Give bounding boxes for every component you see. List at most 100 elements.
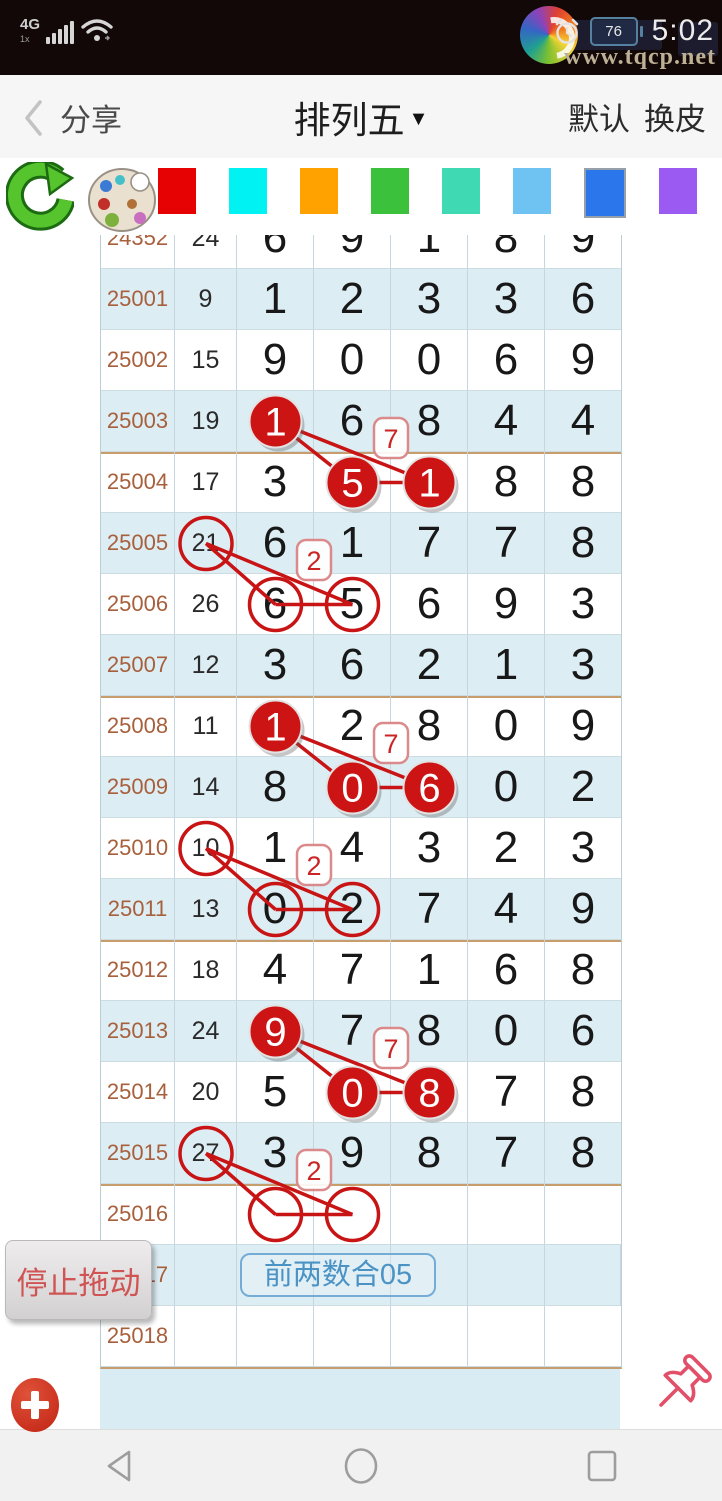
- period-cell[interactable]: 24352: [101, 235, 175, 268]
- period-cell[interactable]: 25003: [101, 391, 175, 451]
- digit-cell[interactable]: 1: [314, 513, 391, 573]
- digit-cell[interactable]: 2: [314, 879, 391, 939]
- color-swatch-blue[interactable]: [584, 168, 626, 218]
- digit-cell[interactable]: 7: [468, 513, 545, 573]
- digit-cell[interactable]: 0: [391, 330, 468, 390]
- digit-cell[interactable]: 1: [237, 818, 314, 878]
- digit-cell[interactable]: 8: [468, 452, 545, 512]
- sum-cell[interactable]: 19: [175, 391, 237, 451]
- digit-cell[interactable]: 2: [391, 635, 468, 695]
- title-dropdown[interactable]: 排列五 ▼: [0, 75, 722, 158]
- color-swatch-purple[interactable]: [659, 168, 697, 214]
- digit-cell[interactable]: 3: [237, 1123, 314, 1183]
- sum-cell[interactable]: 27: [175, 1123, 237, 1183]
- digit-cell[interactable]: 1: [237, 391, 314, 451]
- period-cell[interactable]: 25007: [101, 635, 175, 695]
- digit-cell[interactable]: 6: [314, 635, 391, 695]
- digit-cell[interactable]: 7: [391, 513, 468, 573]
- digit-cell[interactable]: 1: [391, 940, 468, 1000]
- color-swatch-cyan[interactable]: [229, 168, 267, 214]
- digit-cell[interactable]: [545, 1184, 621, 1244]
- digit-cell[interactable]: [545, 1306, 621, 1366]
- digit-cell[interactable]: 1: [391, 452, 468, 512]
- digit-cell[interactable]: 2: [468, 818, 545, 878]
- digit-cell[interactable]: 0: [468, 696, 545, 756]
- digit-cell[interactable]: 6: [468, 330, 545, 390]
- period-cell[interactable]: 25011: [101, 879, 175, 939]
- period-cell[interactable]: 25008: [101, 696, 175, 756]
- sum-cell[interactable]: [175, 1245, 237, 1305]
- digit-cell[interactable]: 2: [570, 762, 596, 811]
- color-swatch-teal[interactable]: [442, 168, 480, 214]
- digit-cell[interactable]: 8: [468, 235, 545, 268]
- digit-cell[interactable]: [391, 1184, 468, 1244]
- period-cell[interactable]: 25018: [101, 1306, 175, 1366]
- digit-cell[interactable]: 9: [468, 574, 545, 634]
- skin-change-button[interactable]: 换皮: [644, 102, 706, 137]
- sum-cell[interactable]: 11: [175, 696, 237, 756]
- digit-cell[interactable]: 6: [237, 574, 314, 634]
- stop-drag-button[interactable]: 停止拖动: [5, 1240, 152, 1320]
- digit-cell[interactable]: 8: [391, 696, 468, 756]
- digit-cell[interactable]: 8: [391, 1123, 468, 1183]
- digit-cell[interactable]: 4: [468, 391, 545, 451]
- digit-cell[interactable]: 9: [570, 235, 596, 262]
- digit-cell[interactable]: 5: [314, 574, 391, 634]
- sum-cell[interactable]: 20: [175, 1062, 237, 1122]
- digit-cell[interactable]: 6: [570, 1006, 596, 1055]
- digit-cell[interactable]: 3: [391, 269, 468, 329]
- digit-cell[interactable]: 3: [237, 452, 314, 512]
- digit-cell[interactable]: [314, 1306, 391, 1366]
- period-cell[interactable]: 25009: [101, 757, 175, 817]
- android-recents-button[interactable]: [481, 1447, 722, 1485]
- digit-cell[interactable]: 3: [391, 818, 468, 878]
- digit-cell[interactable]: 3: [570, 823, 596, 872]
- digit-cell[interactable]: 8: [391, 1062, 468, 1122]
- sum-cell[interactable]: 18: [175, 940, 237, 1000]
- note-label[interactable]: 前两数合05: [240, 1253, 436, 1297]
- digit-cell[interactable]: 8: [391, 1001, 468, 1061]
- pin-button[interactable]: [636, 1350, 720, 1443]
- sum-cell[interactable]: 13: [175, 879, 237, 939]
- digit-cell[interactable]: 3: [237, 635, 314, 695]
- android-back-button[interactable]: [0, 1447, 241, 1485]
- digit-cell[interactable]: 0: [314, 757, 391, 817]
- sum-cell[interactable]: 21: [175, 513, 237, 573]
- android-home-button[interactable]: [241, 1446, 482, 1486]
- digit-cell[interactable]: 8: [570, 457, 596, 506]
- palette-icon[interactable]: [84, 160, 160, 236]
- digit-cell[interactable]: [237, 1245, 314, 1305]
- digit-cell[interactable]: 8: [570, 1128, 596, 1177]
- digit-cell[interactable]: 1: [391, 235, 468, 268]
- digit-cell[interactable]: 4: [237, 940, 314, 1000]
- color-swatch-green[interactable]: [371, 168, 409, 214]
- digit-cell[interactable]: 3: [570, 579, 596, 628]
- digit-cell[interactable]: 8: [570, 518, 596, 567]
- sum-cell[interactable]: 24: [175, 235, 237, 268]
- digit-cell[interactable]: [468, 1184, 545, 1244]
- digit-cell[interactable]: 6: [468, 940, 545, 1000]
- sum-cell[interactable]: 17: [175, 452, 237, 512]
- period-cell[interactable]: 25001: [101, 269, 175, 329]
- refresh-icon[interactable]: [6, 162, 74, 234]
- digit-cell[interactable]: [314, 1184, 391, 1244]
- digit-cell[interactable]: 7: [314, 1001, 391, 1061]
- digit-cell[interactable]: 9: [570, 335, 596, 384]
- digit-cell[interactable]: 7: [391, 879, 468, 939]
- digit-cell[interactable]: 9: [237, 1001, 314, 1061]
- sum-cell[interactable]: 9: [175, 269, 237, 329]
- digit-cell[interactable]: [468, 1245, 545, 1305]
- sum-cell[interactable]: 15: [175, 330, 237, 390]
- period-cell[interactable]: 25005: [101, 513, 175, 573]
- digit-cell[interactable]: [391, 1306, 468, 1366]
- sum-cell[interactable]: 10: [175, 818, 237, 878]
- period-cell[interactable]: 25006: [101, 574, 175, 634]
- digit-cell[interactable]: 9: [570, 701, 596, 750]
- digit-cell[interactable]: 8: [570, 945, 596, 994]
- digit-cell[interactable]: 4: [314, 818, 391, 878]
- digit-cell[interactable]: 3: [570, 640, 596, 689]
- period-cell[interactable]: 25010: [101, 818, 175, 878]
- period-cell[interactable]: 25016: [101, 1184, 175, 1244]
- digit-cell[interactable]: 7: [314, 940, 391, 1000]
- period-cell[interactable]: 25004: [101, 452, 175, 512]
